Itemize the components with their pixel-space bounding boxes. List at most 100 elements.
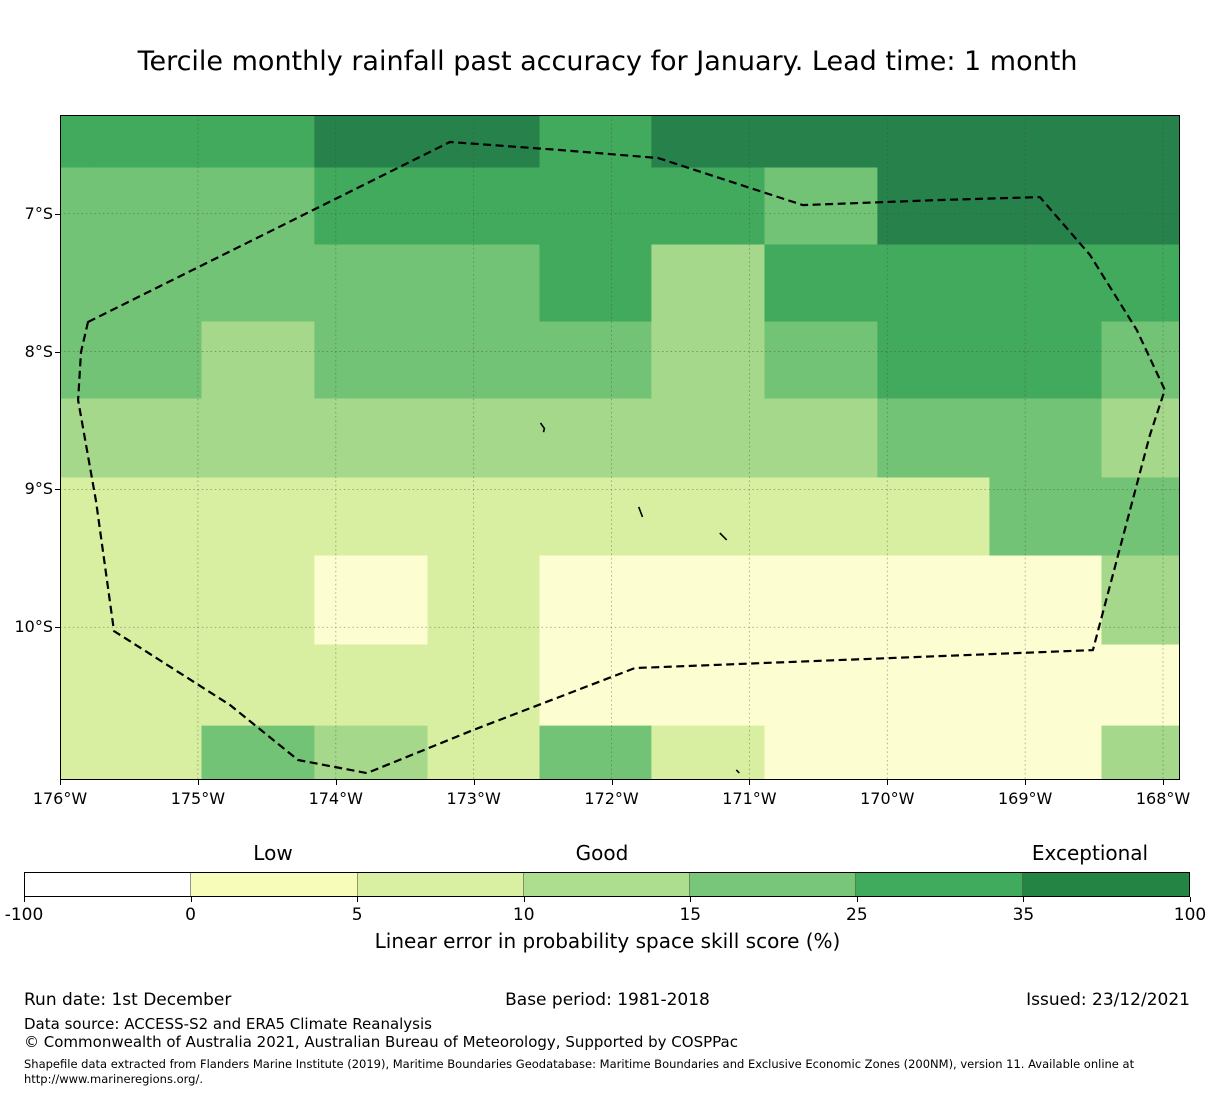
colorbar-tick-label: 100 bbox=[1173, 905, 1207, 925]
colorbar-category-good: Good bbox=[575, 841, 629, 865]
grid-cell bbox=[989, 321, 1103, 400]
grid-cell bbox=[427, 555, 541, 646]
x-tick-mark bbox=[887, 780, 889, 785]
grid-cell bbox=[877, 115, 991, 169]
grid-cell bbox=[1101, 115, 1180, 169]
grid-cell bbox=[201, 115, 316, 169]
grid-cell bbox=[1101, 167, 1180, 246]
grid-cell bbox=[314, 244, 429, 323]
grid-cell bbox=[314, 477, 429, 557]
grid-cell bbox=[651, 321, 766, 400]
grid-cell bbox=[201, 555, 316, 646]
grid-cell bbox=[989, 398, 1103, 479]
grid-cell bbox=[427, 115, 541, 169]
colorbar-tick-mark bbox=[357, 897, 359, 902]
y-tick-label: 8°S bbox=[24, 341, 53, 361]
grid-cell bbox=[60, 555, 91, 646]
grid-cell bbox=[877, 477, 991, 557]
colorbar-tick-mark bbox=[1023, 897, 1025, 902]
grid-cell bbox=[989, 555, 1103, 646]
grid-cell bbox=[60, 115, 91, 169]
grid-cell bbox=[89, 398, 203, 479]
x-tick-label: 175°W bbox=[170, 789, 226, 808]
colorbar-axis-label: Linear error in probability space skill … bbox=[374, 929, 841, 953]
colorbar-tick-mark bbox=[1190, 897, 1191, 902]
grid-cell bbox=[1101, 555, 1180, 646]
colorbar-category-exceptional: Exceptional bbox=[1031, 841, 1149, 865]
island-mark bbox=[719, 532, 728, 541]
x-tick-mark bbox=[611, 780, 613, 785]
grid-cell bbox=[201, 167, 316, 246]
map-border bbox=[60, 115, 1180, 780]
colorbar-segment bbox=[25, 873, 192, 896]
colorbar-category-low: Low bbox=[253, 841, 293, 865]
grid-cell bbox=[60, 477, 91, 557]
x-tick-label: 171°W bbox=[722, 789, 777, 808]
grid-cell bbox=[314, 555, 429, 646]
y-tick-mark bbox=[55, 213, 60, 215]
shapefile-note-text: Shapefile data extracted from Flanders M… bbox=[24, 1057, 1135, 1071]
colorbar-segment bbox=[357, 873, 524, 896]
grid-cell bbox=[539, 115, 653, 169]
grid-cell bbox=[539, 398, 653, 479]
grid-cell bbox=[764, 477, 879, 557]
island-mark bbox=[735, 769, 740, 774]
colorbar-tick-mark bbox=[523, 897, 525, 902]
x-tick-label: 174°W bbox=[308, 789, 363, 808]
grid-cell bbox=[60, 725, 91, 780]
x-tick-mark bbox=[749, 780, 751, 785]
grid-cell bbox=[89, 115, 203, 169]
colorbar-segment bbox=[191, 873, 358, 896]
grid-cell bbox=[764, 321, 879, 400]
colorbar-tick-label: 10 bbox=[512, 905, 535, 925]
x-tick-label: 168°W bbox=[1135, 789, 1191, 808]
grid-cell bbox=[89, 477, 203, 557]
grid-cell bbox=[539, 321, 653, 400]
run-date-text: Run date: 1st December bbox=[24, 990, 232, 1010]
grid-cell bbox=[89, 725, 203, 780]
grid-cell bbox=[539, 244, 653, 323]
grid-cell bbox=[877, 244, 991, 323]
colorbar-tick-label: -100 bbox=[4, 905, 44, 925]
grid-cell bbox=[427, 167, 541, 246]
grid-cell bbox=[201, 725, 316, 780]
grid-cell bbox=[764, 398, 879, 479]
grid-cell bbox=[60, 167, 91, 246]
grid-cell bbox=[60, 321, 91, 400]
grid-cell bbox=[989, 644, 1103, 727]
y-tick-mark bbox=[55, 351, 60, 353]
grid-cell bbox=[764, 115, 879, 169]
grid-cell bbox=[1101, 398, 1180, 479]
grid-cell bbox=[651, 644, 766, 727]
x-tick-mark bbox=[60, 780, 61, 785]
eez-boundary-outline bbox=[77, 140, 1166, 775]
y-tick-label: 9°S bbox=[24, 479, 53, 499]
grid-cell bbox=[314, 321, 429, 400]
grid-cell bbox=[201, 321, 316, 400]
grid-cell bbox=[427, 644, 541, 727]
grid-cell bbox=[314, 398, 429, 479]
grid-cell bbox=[1101, 644, 1180, 727]
grid-cell bbox=[764, 725, 879, 780]
grid-cell bbox=[651, 555, 766, 646]
y-tick-label: 7°S bbox=[24, 203, 53, 223]
y-tick-mark bbox=[55, 489, 60, 491]
grid-cell bbox=[651, 244, 766, 323]
grid-cell bbox=[539, 555, 653, 646]
grid-cell bbox=[314, 644, 429, 727]
grid-cell bbox=[877, 167, 991, 246]
island-mark bbox=[637, 506, 644, 518]
grid-cell bbox=[201, 644, 316, 727]
grid-cell bbox=[651, 167, 766, 246]
colorbar-segment bbox=[523, 873, 691, 896]
issued-text: Issued: 23/12/2021 bbox=[1026, 990, 1190, 1010]
grid-cell bbox=[427, 398, 541, 479]
grid-cell bbox=[1101, 321, 1180, 400]
data-source-text: Data source: ACCESS-S2 and ERA5 Climate … bbox=[24, 1015, 432, 1033]
grid-cell bbox=[539, 644, 653, 727]
grid-cell bbox=[89, 555, 203, 646]
colorbar-tick-mark bbox=[190, 897, 192, 902]
x-tick-label: 172°W bbox=[584, 789, 639, 808]
x-tick-label: 173°W bbox=[446, 789, 501, 808]
